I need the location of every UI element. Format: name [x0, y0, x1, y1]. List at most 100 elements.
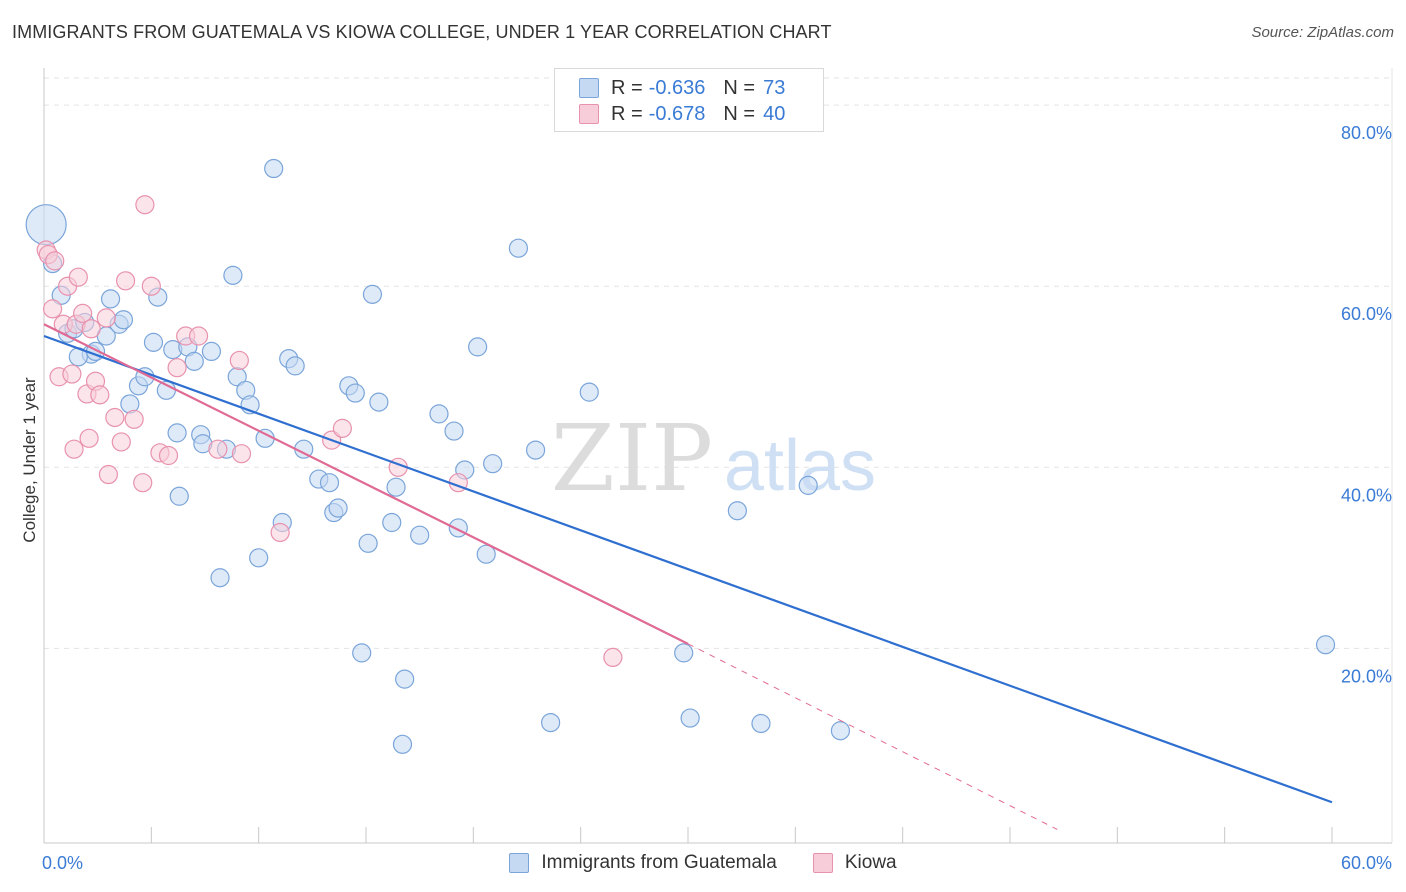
blue-swatch — [509, 853, 530, 873]
guatemala-point — [382, 512, 402, 533]
guatemala-point — [444, 421, 464, 441]
kiowa-point — [270, 522, 290, 543]
n-label: N = — [723, 76, 756, 99]
guatemala-point — [184, 351, 204, 371]
guatemala-trend-line — [43, 334, 1333, 804]
legend-item-kiowa[interactable]: Kiowa — [812, 852, 897, 874]
guatemala-point — [264, 158, 284, 179]
guatemala-point — [167, 423, 187, 443]
blue-swatch — [579, 78, 599, 98]
guatemala-point — [210, 568, 230, 588]
pink-swatch — [812, 853, 833, 873]
guatemala-point — [525, 440, 546, 460]
guatemala-point — [223, 265, 243, 285]
kiowa-point — [133, 473, 153, 493]
pink-swatch — [579, 104, 599, 124]
y-tick-label: 60.0% — [1341, 304, 1392, 324]
guatemala-point — [727, 501, 747, 521]
kiowa-point — [96, 308, 116, 328]
guatemala-point — [798, 475, 818, 495]
kiowa-point — [98, 464, 119, 485]
kiowa-point — [135, 195, 155, 215]
guatemala-point — [751, 713, 771, 734]
axes — [43, 68, 1393, 844]
guatemala-point — [448, 518, 468, 538]
x-tick-label: 0.0% — [42, 853, 83, 873]
guatemala-point — [579, 382, 599, 402]
guatemala-point — [100, 289, 121, 309]
guatemala-point — [352, 643, 372, 663]
guatemala-point — [508, 238, 529, 258]
kiowa-point — [208, 439, 228, 459]
kiowa-point — [68, 267, 88, 287]
n-value: 40 — [763, 102, 786, 125]
guatemala-point — [468, 337, 488, 357]
guatemala-point — [429, 404, 449, 424]
kiowa-point — [231, 444, 252, 464]
guatemala-point — [169, 486, 189, 506]
r-label: R = — [611, 102, 643, 125]
n-label: N = — [723, 102, 756, 125]
n-value: 73 — [763, 76, 786, 99]
guatemala-point — [285, 356, 305, 376]
legend-label: Kiowa — [844, 852, 897, 873]
x-tick-label: 60.0% — [1341, 853, 1392, 873]
guatemala-point — [830, 721, 851, 741]
series-legend: Immigrants from Guatemala Kiowa — [0, 852, 1406, 874]
kiowa-point — [158, 445, 179, 466]
stats-legend: R = -0.636 N = 73 R = -0.678 N = 40 — [554, 68, 824, 132]
guatemala-point — [674, 643, 694, 663]
guatemala-point — [113, 310, 134, 330]
kiowa-point — [42, 299, 63, 319]
guatemala-point — [410, 525, 430, 545]
guatemala-point — [386, 477, 406, 497]
guatemala-point — [358, 533, 378, 553]
guatemala-point — [345, 383, 365, 403]
kiowa-point — [115, 271, 136, 291]
guatemala-point — [392, 734, 413, 754]
kiowa-point — [603, 647, 623, 668]
kiowa-point — [64, 439, 84, 459]
guatemala-point — [362, 284, 383, 304]
r-value: -0.636 — [648, 76, 706, 99]
kiowa-point — [79, 428, 99, 448]
data-points — [25, 158, 1336, 754]
guatemala-point — [319, 473, 340, 493]
guatemala-point — [476, 544, 496, 564]
guatemala-point — [541, 712, 561, 733]
kiowa-point — [73, 303, 93, 323]
guatemala-point — [369, 392, 389, 412]
chart-title: IMMIGRANTS FROM GUATEMALA VS KIOWA COLLE… — [12, 22, 832, 42]
kiowa-point — [188, 326, 209, 346]
legend-label: Immigrants from Guatemala — [541, 852, 777, 873]
guatemala-point — [328, 498, 348, 518]
y-tick-label: 40.0% — [1341, 485, 1392, 505]
y-tick-label: 80.0% — [1341, 123, 1392, 143]
guatemala-point — [201, 341, 222, 362]
watermark-atlas: atlas — [724, 426, 876, 506]
kiowa-point — [167, 358, 187, 378]
trend-lines — [43, 323, 1333, 830]
y-tick-label: 20.0% — [1341, 666, 1392, 686]
r-value: -0.678 — [648, 102, 706, 125]
guatemala-point — [1315, 635, 1336, 655]
guatemala-point — [395, 669, 415, 689]
kiowa-point — [81, 319, 101, 339]
stats-row-guatemala: R = -0.636 N = 73 — [579, 75, 785, 101]
kiowa-point — [124, 409, 144, 429]
kiowa-point — [332, 418, 352, 438]
kiowa-point — [90, 385, 110, 405]
guatemala-point — [25, 204, 67, 246]
source-credit: Source: ZipAtlas.com — [1251, 24, 1394, 41]
stats-row-kiowa: R = -0.678 N = 40 — [579, 101, 785, 127]
kiowa-point — [62, 364, 82, 384]
r-label: R = — [611, 76, 643, 99]
kiowa-point — [45, 251, 65, 271]
guatemala-point — [680, 708, 700, 728]
kiowa-trend-extension — [687, 643, 1058, 830]
kiowa-point — [111, 432, 131, 452]
legend-item-guatemala[interactable]: Immigrants from Guatemala — [509, 852, 777, 874]
guatemala-point — [249, 548, 269, 568]
kiowa-point — [229, 350, 249, 371]
